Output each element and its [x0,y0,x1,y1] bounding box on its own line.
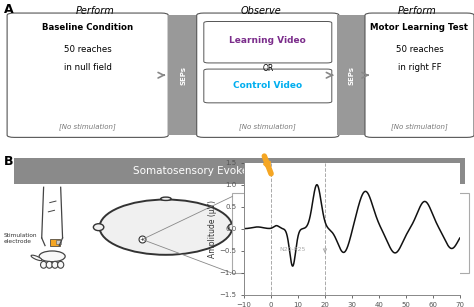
Text: N20-P25: N20-P25 [279,247,306,252]
Ellipse shape [52,261,58,268]
Ellipse shape [46,261,53,268]
Text: Baseline Condition: Baseline Condition [42,23,133,32]
Text: [No stimulation]: [No stimulation] [239,123,296,130]
FancyBboxPatch shape [204,69,332,103]
FancyBboxPatch shape [204,21,332,63]
Text: OR: OR [262,64,273,73]
Text: SEPs: SEPs [349,66,355,85]
Text: +: + [140,237,145,242]
Text: Perform: Perform [75,6,114,16]
Text: in right FF: in right FF [398,63,441,72]
Text: Motor Learning Test: Motor Learning Test [371,23,468,32]
FancyBboxPatch shape [365,13,474,137]
Text: [No stimulation]: [No stimulation] [59,123,116,130]
Text: Somatosensory Evoked Potentials (SEPs): Somatosensory Evoked Potentials (SEPs) [133,166,346,176]
Ellipse shape [39,251,65,262]
Ellipse shape [58,261,64,268]
FancyBboxPatch shape [56,240,61,244]
Text: 50 reaches: 50 reaches [64,45,111,53]
Ellipse shape [100,200,232,255]
Ellipse shape [41,261,47,268]
Text: B: B [4,155,13,168]
FancyBboxPatch shape [168,15,199,135]
FancyBboxPatch shape [197,13,339,137]
Ellipse shape [93,224,104,231]
Text: Perform: Perform [398,6,437,16]
Text: [No stimulation]: [No stimulation] [391,123,448,130]
Text: Stimulation
electrode: Stimulation electrode [4,233,37,244]
Text: Control Video: Control Video [233,81,302,90]
Ellipse shape [228,224,238,231]
Text: 50 reaches: 50 reaches [396,45,443,53]
Text: Observe: Observe [240,6,281,16]
Text: A: A [4,3,13,16]
FancyBboxPatch shape [50,239,60,246]
Text: Learning Video: Learning Video [229,36,306,45]
FancyBboxPatch shape [232,193,469,273]
Text: in null field: in null field [64,63,112,72]
Ellipse shape [161,197,171,200]
FancyBboxPatch shape [14,158,465,184]
FancyBboxPatch shape [7,13,168,137]
Text: SEPs: SEPs [181,66,187,85]
FancyBboxPatch shape [337,15,367,135]
Ellipse shape [31,255,42,261]
Y-axis label: Amplitude (μV): Amplitude (μV) [208,200,217,258]
